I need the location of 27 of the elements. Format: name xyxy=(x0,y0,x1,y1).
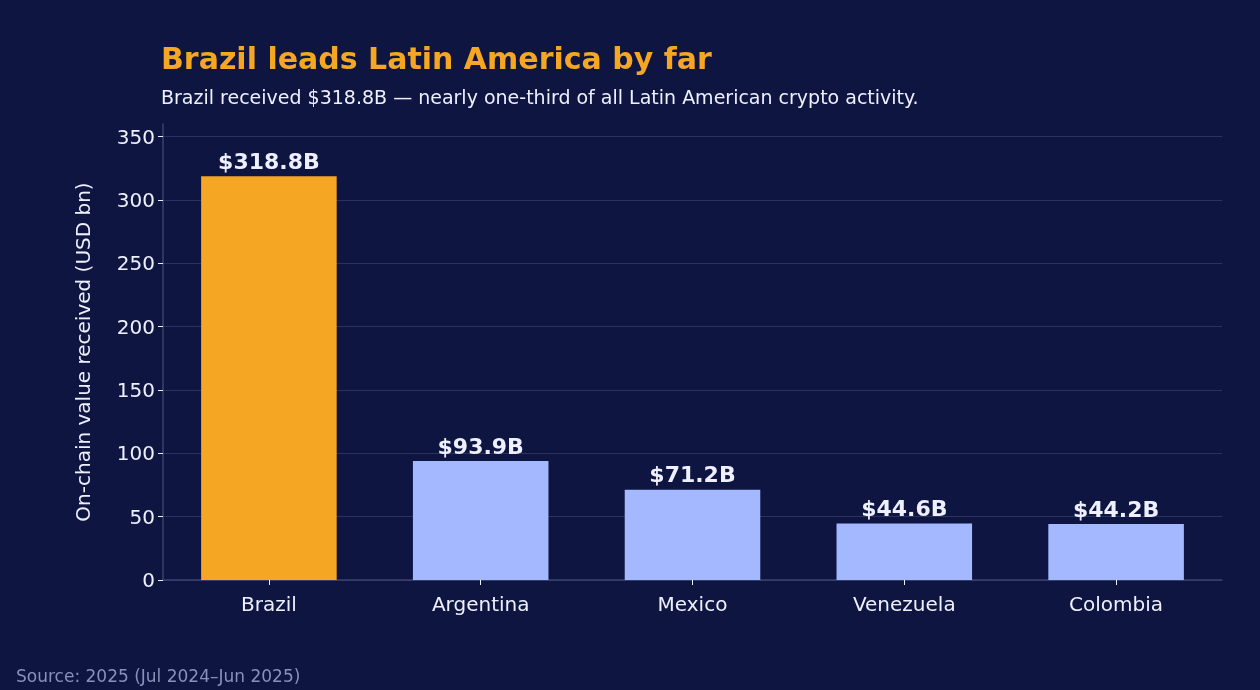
bar xyxy=(624,489,761,580)
x-tick-label: Mexico xyxy=(657,592,728,616)
data-label: $44.2B xyxy=(1072,496,1160,522)
x-tick-label: Argentina xyxy=(431,592,530,616)
chart-title: Brazil leads Latin America by far xyxy=(161,40,712,76)
chart-subtitle: Brazil received $318.8B — nearly one-third of all Latin American crypto activity. xyxy=(161,85,919,108)
y-tick-label: 300 xyxy=(116,188,155,212)
x-tick-label: Venezuela xyxy=(852,592,956,616)
data-label: $71.2B xyxy=(649,462,736,488)
source-note: Source: 2025 (Jul 2024–Jun 2025) xyxy=(16,665,301,686)
bar xyxy=(836,523,973,580)
y-tick-label: 350 xyxy=(116,124,155,149)
y-tick-label: 100 xyxy=(116,441,155,466)
x-tick-label: Colombia xyxy=(1069,592,1164,616)
y-axis-title: On-chain value received (USD bn) xyxy=(71,182,95,522)
data-label: $93.9B xyxy=(437,433,524,459)
x-tick-label: Brazil xyxy=(240,592,297,616)
data-label: $44.6B xyxy=(861,496,948,522)
bar xyxy=(201,176,337,580)
y-tick-label: 200 xyxy=(116,314,155,339)
y-tick-label: 0 xyxy=(142,568,155,592)
bar xyxy=(1048,524,1184,580)
y-tick-label: 50 xyxy=(129,504,155,529)
y-tick-label: 150 xyxy=(116,378,155,402)
bar xyxy=(412,461,549,580)
y-tick-label: 250 xyxy=(116,251,155,276)
data-label: $318.8B xyxy=(218,148,320,174)
